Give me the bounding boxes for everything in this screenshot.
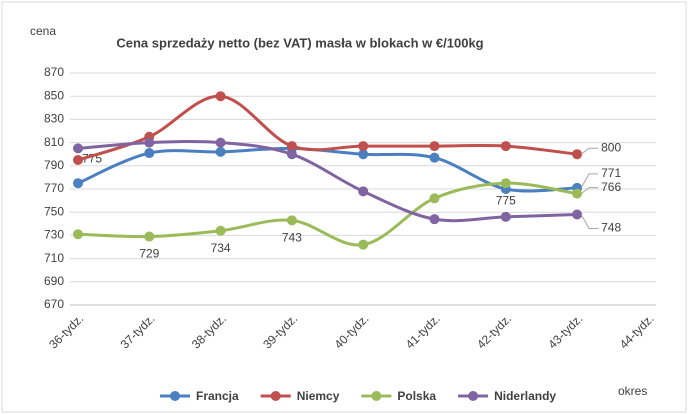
data-point <box>500 178 511 189</box>
data-label: 743 <box>282 230 302 244</box>
data-point <box>215 146 226 157</box>
legend-label: Polska <box>397 389 436 403</box>
y-tick-label: 830 <box>44 112 64 126</box>
data-label: 800 <box>601 140 621 154</box>
y-tick-label: 850 <box>44 88 64 102</box>
data-point <box>358 149 369 160</box>
legend-marker <box>468 391 479 401</box>
leader-line <box>580 214 599 230</box>
data-point <box>429 141 440 152</box>
legend-label: Francja <box>196 389 239 403</box>
y-tick-label: 870 <box>44 65 64 79</box>
y-tick-label: 690 <box>44 274 64 288</box>
y-tick-label: 670 <box>44 297 64 311</box>
data-point <box>215 91 226 102</box>
data-point <box>286 141 297 152</box>
y-axis-label: cena <box>30 24 56 38</box>
data-point <box>144 231 155 242</box>
data-point <box>286 215 297 226</box>
data-point <box>73 178 83 189</box>
data-point <box>358 186 369 197</box>
data-point <box>215 137 226 148</box>
data-point <box>358 239 369 250</box>
data-label: 766 <box>601 180 621 194</box>
data-point <box>500 141 511 152</box>
series-line <box>77 146 578 193</box>
y-tick-label: 750 <box>44 204 64 218</box>
x-axis-label: okres <box>618 384 647 398</box>
y-tick-label: 710 <box>44 251 64 265</box>
data-point <box>144 137 155 148</box>
series-line <box>77 181 578 247</box>
y-tick-label: 790 <box>44 158 64 172</box>
series-line <box>77 139 578 223</box>
data-label: 771 <box>601 166 621 180</box>
data-point <box>358 141 369 152</box>
data-label: 748 <box>601 221 621 235</box>
data-label: 729 <box>139 247 159 261</box>
data-point <box>500 211 511 222</box>
data-point <box>144 148 155 159</box>
data-point <box>73 155 83 165</box>
data-point <box>572 149 583 160</box>
y-tick-label: 730 <box>44 228 64 242</box>
legend-marker <box>170 391 180 401</box>
data-point <box>429 152 440 163</box>
chart-title: Cena sprzedaży netto (bez VAT) masła w b… <box>116 35 483 50</box>
leader-line <box>580 147 599 155</box>
data-point <box>286 149 297 160</box>
data-point <box>73 143 83 154</box>
data-point <box>572 188 583 199</box>
data-point <box>429 214 440 225</box>
data-label: 775 <box>496 193 516 207</box>
legend-marker <box>371 391 382 401</box>
leader-line <box>580 187 599 195</box>
data-point <box>572 209 583 220</box>
data-label: 734 <box>211 241 231 255</box>
data-point <box>429 193 440 204</box>
y-tick-label: 770 <box>44 181 64 195</box>
legend-label: Niemcy <box>297 389 340 403</box>
series-line <box>77 94 578 162</box>
data-point <box>215 225 226 236</box>
legend-marker <box>270 391 281 401</box>
legend-label: Niderlandy <box>494 389 556 403</box>
leader-line <box>580 173 599 189</box>
y-tick-label: 810 <box>44 135 64 149</box>
data-point <box>73 229 83 240</box>
